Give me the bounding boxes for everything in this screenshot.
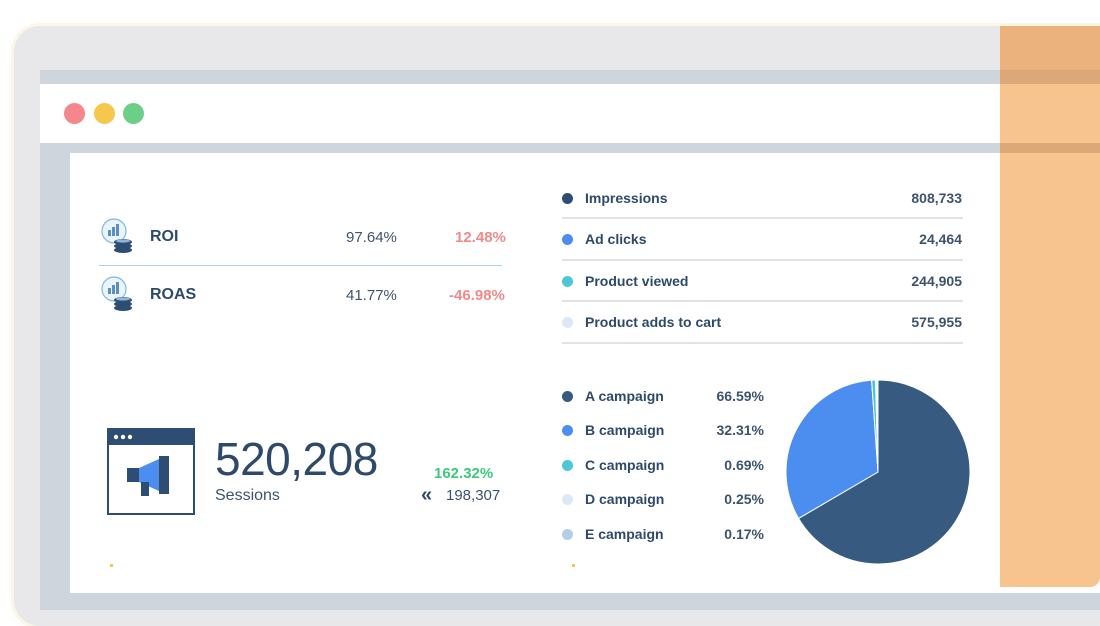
scroll-marker (572, 564, 575, 567)
pie-slice-e (876, 379, 879, 473)
legend-dot-product-viewed (562, 276, 573, 287)
metric-divider (562, 259, 963, 261)
metric-value-product-viewed: 244,905 (911, 273, 962, 289)
campaign-value-b: 32.31% (716, 422, 764, 438)
campaign-label-d: D campaign (585, 491, 665, 507)
kpi-label-roas: ROAS (150, 286, 197, 303)
kpi-change-roi: 12.48% (455, 229, 506, 246)
metric-divider (562, 300, 963, 302)
metric-value-product-adds-to-cart: 575,955 (911, 314, 962, 330)
legend-dot-e-campaign (562, 529, 573, 540)
sessions-label: Sessions (215, 487, 280, 504)
legend-dot-impressions (562, 193, 573, 204)
accent-side-panel (1000, 26, 1100, 587)
sessions-change: 162.32% (434, 465, 494, 482)
metric-label-ad-clicks: Ad clicks (585, 231, 647, 247)
kpi-label-roi: ROI (150, 228, 179, 245)
metric-divider (562, 217, 963, 219)
sessions-value: 520,208 (215, 433, 378, 485)
scroll-marker (110, 564, 113, 567)
pie-slice-b (785, 379, 879, 520)
campaign-value-c: 0.69% (724, 457, 764, 473)
close-window-button[interactable] (64, 103, 85, 124)
pie-slice-a (797, 379, 971, 565)
legend-dot-b-campaign (562, 425, 573, 436)
accent-strip (1000, 26, 1100, 70)
campaign-value-e: 0.17% (724, 526, 764, 542)
legend-dot-ad-clicks (562, 234, 573, 245)
minimize-window-button[interactable] (94, 103, 115, 124)
legend-dot-product-adds-to-cart (562, 317, 573, 328)
campaign-label-e: E campaign (585, 526, 664, 542)
previous-period-icon: « (421, 484, 433, 506)
campaign-value-d: 0.25% (724, 491, 764, 507)
maximize-window-button[interactable] (123, 103, 144, 124)
megaphone-browser-icon (107, 428, 195, 515)
window-titlebar (40, 84, 1100, 143)
kpi-value-roas: 41.77% (346, 287, 397, 304)
legend-dot-c-campaign (562, 460, 573, 471)
metric-value-impressions: 808,733 (911, 190, 962, 206)
kpi-divider (99, 265, 502, 266)
campaign-pie-chart (785, 379, 971, 565)
metric-divider (562, 342, 963, 344)
legend-dot-d-campaign (562, 494, 573, 505)
accent-strip (1000, 70, 1100, 84)
metric-label-product-adds-to-cart: Product adds to cart (585, 314, 722, 330)
metric-label-impressions: Impressions (585, 190, 668, 206)
campaign-label-a: A campaign (585, 388, 664, 404)
campaign-label-c: C campaign (585, 457, 665, 473)
money-stack-chart-icon (101, 276, 132, 311)
kpi-value-roi: 97.64% (346, 229, 397, 246)
campaign-value-a: 66.59% (716, 388, 764, 404)
money-stack-chart-icon (101, 218, 132, 253)
metric-value-ad-clicks: 24,464 (919, 231, 962, 247)
accent-strip (1000, 143, 1100, 153)
metric-label-product-viewed: Product viewed (585, 273, 689, 289)
sessions-previous-value: 198,307 (446, 487, 501, 504)
kpi-change-roas: -46.98% (449, 287, 505, 304)
campaign-label-b: B campaign (585, 422, 665, 438)
legend-dot-a-campaign (562, 391, 573, 402)
